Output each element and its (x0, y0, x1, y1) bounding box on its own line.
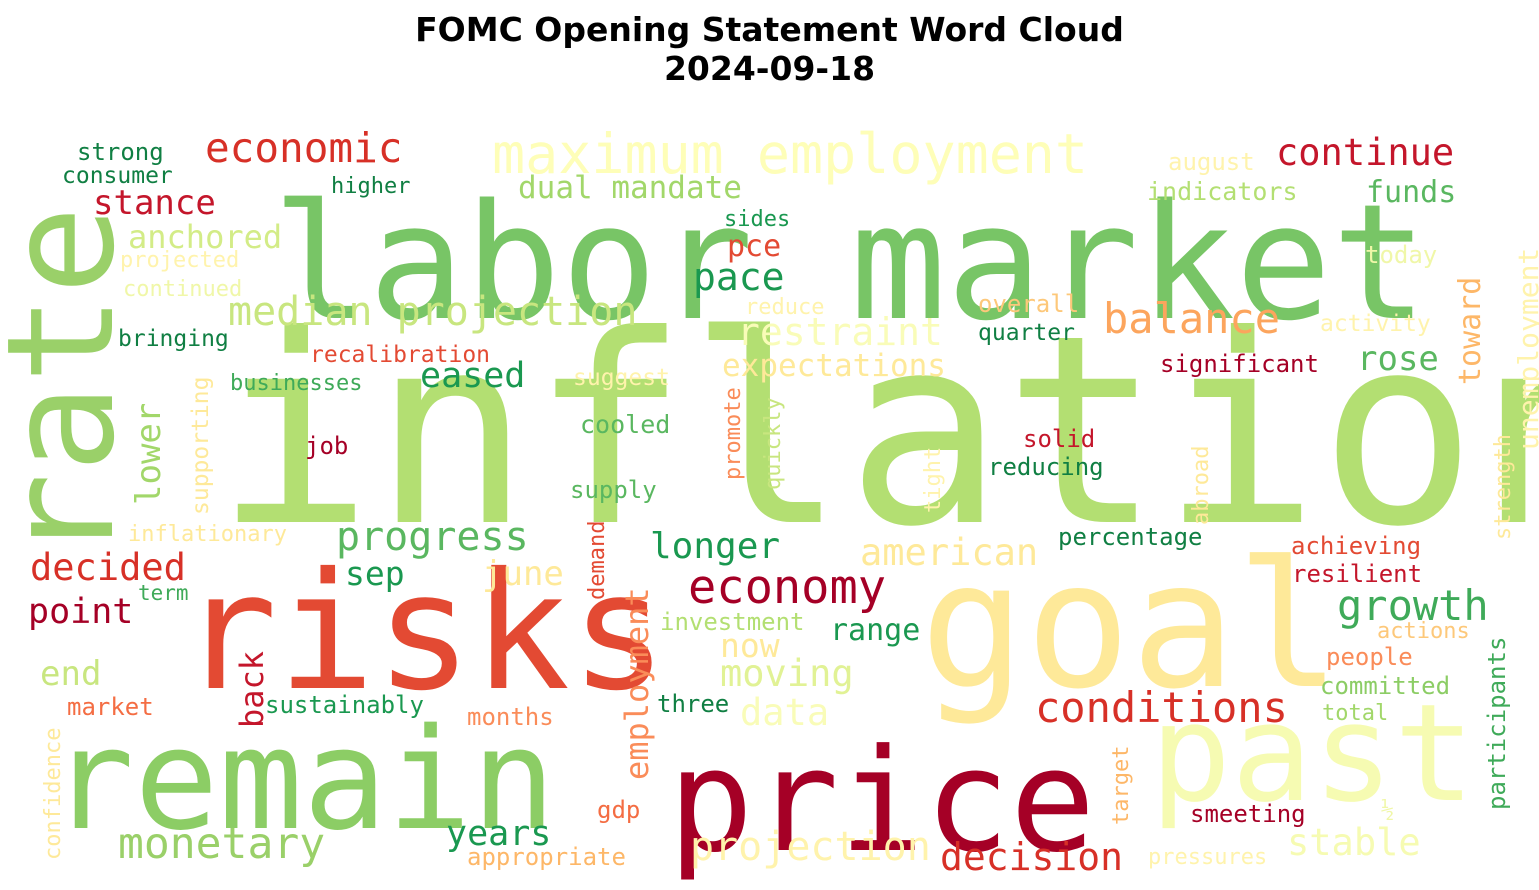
word-appropriate: appropriate (467, 843, 626, 871)
word-decision: decision (940, 835, 1123, 879)
word-longer: longer (650, 526, 780, 567)
word-smeeting: smeeting (1190, 800, 1306, 828)
word-achieving: achieving (1291, 532, 1421, 560)
word-stance: stance (93, 183, 216, 223)
word-stable: stable (1287, 821, 1421, 864)
word-actions: actions (1377, 619, 1470, 644)
word-inflationary: inflationary (128, 522, 287, 547)
word-significant: significant (1160, 350, 1319, 378)
word-continue: continue (1276, 131, 1454, 174)
word-percentage: percentage (1058, 523, 1203, 551)
word-promote: promote (721, 387, 746, 480)
word-higher: higher (331, 174, 410, 199)
word-monetary: monetary (118, 819, 325, 869)
word-resilient: resilient (1292, 560, 1422, 588)
word-pressures: pressures (1148, 845, 1267, 870)
word-balance: balance (1103, 294, 1280, 343)
word-bringing: bringing (118, 326, 229, 352)
word-june: june (482, 554, 564, 594)
word-august: august (1168, 148, 1255, 176)
word-supporting: supporting (188, 377, 214, 515)
word-toward: toward (1453, 277, 1488, 385)
word-three: three (657, 690, 729, 718)
word-projection: projection (690, 824, 931, 870)
word-demand: demand (585, 521, 610, 600)
word-target: target (1109, 746, 1134, 825)
word-economy: economy (688, 560, 886, 615)
word-tight: tight (921, 447, 946, 513)
word-point: point (28, 592, 133, 632)
word-reducing: reducing (988, 453, 1104, 481)
word-people: people (1326, 643, 1413, 671)
word-median-projection: median projection (228, 289, 637, 335)
word-today: today (1365, 241, 1437, 269)
word-sides: sides (724, 207, 790, 232)
word-lower: lower (129, 403, 169, 505)
word-indicators: indicators (1147, 177, 1298, 206)
word-job: job (305, 432, 348, 460)
word-range: range (830, 613, 920, 648)
word-reduce: reduce (745, 295, 824, 320)
word-rose: rose (1357, 339, 1439, 379)
word-term: term (138, 581, 189, 605)
word-projected: projected (120, 248, 239, 273)
word-months: months (467, 703, 554, 731)
word-activity: activity (1320, 311, 1431, 337)
word-total: total (1322, 701, 1388, 726)
word-investment: investment (660, 608, 805, 636)
word-american: american (860, 531, 1038, 574)
word-continued: continued (123, 277, 242, 302)
word-market: market (67, 693, 154, 721)
word-supply: supply (570, 476, 657, 504)
word-recalibration: recalibration (310, 342, 490, 368)
word-consumer: consumer (62, 163, 173, 189)
word-businesses: businesses (230, 371, 362, 396)
word-quickly: quickly (761, 397, 786, 490)
word-confidence: confidence (41, 728, 66, 860)
word-abroad: abroad (1189, 446, 1214, 525)
word-gdp: gdp (597, 796, 640, 824)
word-sep: sep (345, 554, 405, 593)
word-strength: strength (1491, 434, 1516, 540)
word-cooled: cooled (580, 410, 670, 439)
word-economic: economic (205, 124, 402, 172)
word-quarter: quarter (978, 320, 1075, 346)
word-suggest: suggest (573, 365, 670, 391)
word-overall: overall (978, 290, 1079, 318)
word-conditions: conditions (1035, 683, 1288, 732)
word-unemployment: unemployment (1512, 248, 1539, 450)
word-employment: employment (618, 587, 656, 780)
word-end: end (40, 654, 101, 694)
word-pce: pce (727, 229, 781, 264)
word-participants: participants (1483, 637, 1511, 810)
word-dual-mandate: dual mandate (518, 170, 742, 206)
word-data: data (740, 691, 829, 734)
word-expectations: expectations (722, 348, 946, 384)
word-committed: committed (1320, 672, 1450, 700)
word-sustainably: sustainably (265, 691, 424, 719)
word--: ½ (1381, 798, 1394, 823)
word-funds: funds (1366, 175, 1456, 210)
word-solid: solid (1023, 425, 1095, 453)
word-strong: strong (77, 138, 164, 166)
